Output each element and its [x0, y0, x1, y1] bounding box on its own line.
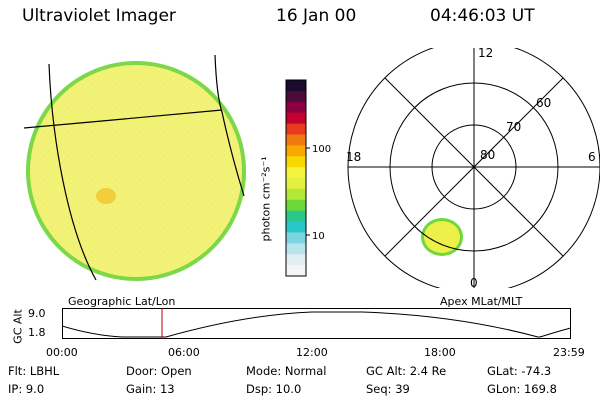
info-filter: Flt: LBHL: [8, 364, 60, 378]
mlt-label-12: 12: [478, 48, 493, 60]
colorbar-swatch: [286, 80, 306, 92]
info-glat: GLat: -74.3: [487, 364, 552, 378]
colorbar-swatch: [286, 145, 306, 157]
colorbar-swatch: [286, 243, 306, 255]
mlt-label-6: 6: [588, 150, 596, 164]
colorbar-swatch: [286, 221, 306, 233]
colorbar-swatch: [286, 90, 306, 103]
colorbar-unit-label: photon cm⁻²s⁻¹: [259, 156, 273, 242]
colorbar-swatch: [286, 188, 306, 201]
mlat-label-70: 70: [506, 120, 521, 134]
time-tick-2359: 23:59: [553, 346, 585, 359]
time-tick-0000: 00:00: [46, 346, 78, 359]
mlt-label-0: 0: [470, 276, 478, 288]
colorbar-swatch: [286, 134, 306, 146]
earth-disk: [30, 65, 242, 277]
time-tick-1200: 12:00: [296, 346, 328, 359]
colorbar-swatch: [286, 254, 306, 266]
colorbar-swatch: [286, 265, 306, 277]
colorbar-swatch: [286, 167, 306, 179]
colorbar-swatch: [286, 123, 306, 135]
auroral-oval: [424, 221, 460, 253]
altitude-plot: [62, 308, 572, 339]
geographic-label: Geographic Lat/Lon: [68, 295, 176, 308]
info-door: Door: Open: [126, 364, 192, 378]
info-seq: Seq: 39: [366, 382, 410, 396]
apex-label: Apex MLat/MLT: [440, 295, 523, 308]
colorbar-swatch: [286, 156, 306, 168]
polar-plot: 12 18 6 0 60 70 80: [346, 48, 600, 288]
info-gc-alt: GC Alt: 2.4 Re: [366, 364, 447, 378]
geo-grid-line: [23, 109, 223, 129]
altitude-curve: [62, 311, 572, 338]
info-gain: Gain: 13: [126, 382, 175, 396]
altitude-axis-title: GC Alt: [11, 309, 25, 344]
color-bar: 100 10: [285, 79, 331, 277]
info-glon: GLon: 169.8: [487, 382, 557, 396]
geo-grid-line: [48, 63, 97, 281]
info-ip: IP: 9.0: [8, 382, 45, 396]
info-dsp: Dsp: 10.0: [246, 382, 302, 396]
colorbar-tick-100: 100: [312, 144, 331, 155]
altitude-tick-low: 1.8: [28, 326, 46, 339]
colorbar-tick-10: 10: [312, 231, 325, 242]
time-tick-1800: 18:00: [424, 346, 456, 359]
instrument-title: Ultraviolet Imager: [22, 6, 176, 26]
time-label: 04:46:03 UT: [430, 6, 535, 26]
date-label: 16 Jan 00: [276, 6, 357, 26]
disk-hotspot: [96, 188, 116, 204]
mlat-label-60: 60: [536, 96, 551, 110]
colorbar-swatch: [286, 101, 306, 114]
colorbar-swatch: [286, 178, 306, 190]
colorbar-swatch: [286, 199, 306, 212]
mlat-label-80: 80: [480, 148, 495, 162]
altitude-tick-high: 9.0: [28, 307, 46, 320]
colorbar-swatch: [286, 112, 306, 125]
mlt-line: [384, 77, 564, 257]
info-mode: Mode: Normal: [246, 364, 327, 378]
colorbar-swatch: [286, 210, 306, 223]
mlt-label-18: 18: [346, 150, 361, 164]
geo-grid-line: [214, 54, 245, 197]
time-tick-0600: 06:00: [168, 346, 200, 359]
colorbar-swatch: [286, 232, 306, 244]
